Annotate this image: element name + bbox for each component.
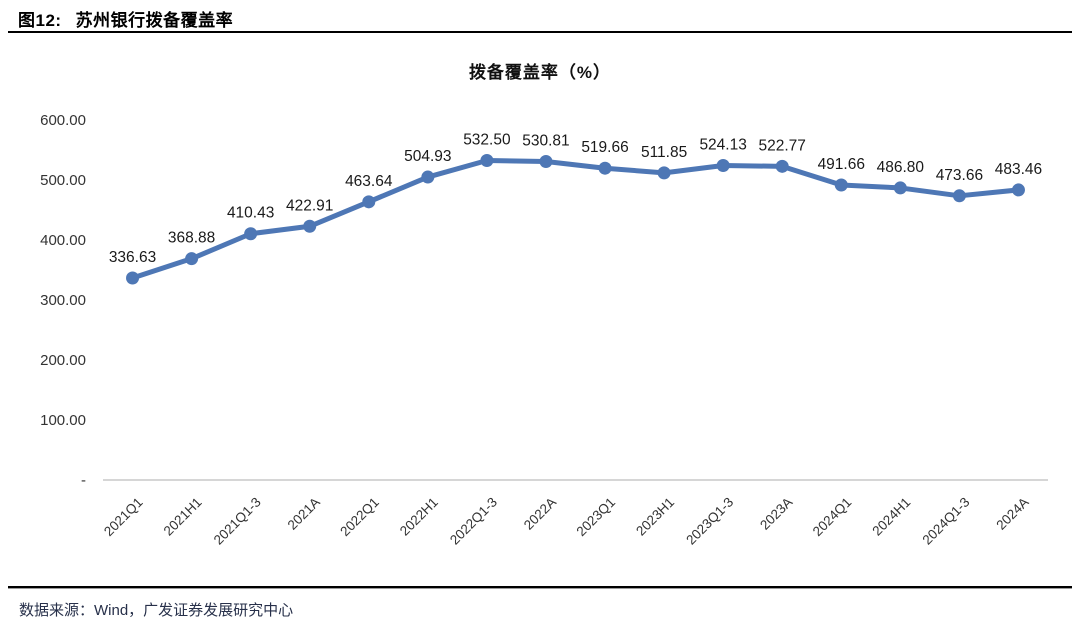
data-point-marker bbox=[598, 161, 612, 175]
x-tick-label: 2022A bbox=[521, 495, 559, 533]
data-point-label: 530.81 bbox=[522, 133, 569, 150]
x-tick-label: 2023A bbox=[757, 495, 795, 533]
data-point-label: 522.77 bbox=[759, 137, 806, 154]
data-point-marker bbox=[952, 189, 966, 203]
data-point-label: 483.46 bbox=[995, 161, 1042, 178]
data-point-label: 368.88 bbox=[168, 230, 215, 247]
y-tick-label: - bbox=[81, 472, 86, 489]
data-point-marker bbox=[362, 195, 376, 209]
data-point-marker bbox=[244, 227, 258, 241]
data-point-label: 519.66 bbox=[581, 139, 628, 156]
data-point-label: 524.13 bbox=[699, 137, 746, 154]
x-tick-label: 2022Q1-3 bbox=[447, 495, 500, 548]
data-source-note: 数据来源：Wind，广发证券发展研究中心 bbox=[19, 602, 294, 619]
x-tick-label: 2023Q1-3 bbox=[683, 495, 736, 548]
footer-divider-line bbox=[8, 586, 1072, 589]
figure-number: 图12: bbox=[18, 11, 62, 30]
data-point-label: 336.63 bbox=[109, 249, 156, 266]
data-point-marker bbox=[657, 166, 671, 180]
data-point-marker bbox=[716, 159, 730, 173]
data-point-marker bbox=[421, 170, 435, 184]
data-point-marker bbox=[185, 252, 199, 266]
data-point-marker bbox=[1011, 183, 1025, 197]
data-point-label: 532.50 bbox=[463, 132, 511, 149]
x-tick-label: 2024Q1-3 bbox=[919, 495, 972, 548]
x-tick-label: 2024A bbox=[993, 495, 1031, 533]
data-point-marker bbox=[775, 159, 789, 173]
data-point-marker bbox=[834, 178, 848, 192]
x-tick-label: 2024H1 bbox=[869, 495, 913, 539]
caption-divider-line bbox=[8, 31, 1072, 33]
data-point-marker bbox=[480, 154, 494, 167]
data-point-marker bbox=[303, 219, 317, 233]
figure-title: 苏州银行拨备覆盖率 bbox=[75, 11, 234, 30]
series-line bbox=[130, 158, 1021, 281]
figure-caption: 图12: 苏州银行拨备覆盖率 bbox=[18, 6, 233, 31]
x-tick-label: 2022H1 bbox=[397, 495, 441, 539]
y-tick-label: 600.00 bbox=[40, 112, 86, 129]
data-point-label: 473.66 bbox=[936, 167, 983, 184]
y-tick-label: 400.00 bbox=[40, 232, 86, 249]
y-tick-label: 100.00 bbox=[40, 412, 86, 429]
data-point-label: 463.64 bbox=[345, 173, 393, 190]
data-point-label: 422.91 bbox=[286, 197, 333, 214]
x-tick-label: 2021A bbox=[285, 495, 323, 533]
data-point-marker bbox=[126, 271, 140, 285]
x-tick-label: 2023Q1 bbox=[574, 495, 619, 540]
data-point-label: 504.93 bbox=[404, 148, 451, 165]
y-tick-label: 300.00 bbox=[40, 292, 86, 309]
chart-title: 拨备覆盖率（%） bbox=[468, 63, 612, 82]
x-tick-label: 2021Q1-3 bbox=[211, 495, 264, 548]
y-tick-label: 200.00 bbox=[40, 352, 86, 369]
x-tick-label: 2021H1 bbox=[161, 495, 205, 539]
data-point-label: 491.66 bbox=[818, 156, 865, 173]
data-point-label: 486.80 bbox=[877, 159, 925, 176]
data-point-marker bbox=[893, 181, 907, 195]
data-point-marker bbox=[539, 155, 553, 169]
x-tick-label: 2024Q1 bbox=[810, 495, 855, 540]
x-tick-label: 2023H1 bbox=[633, 495, 677, 539]
y-tick-label: 500.00 bbox=[40, 172, 86, 189]
x-tick-label: 2022Q1 bbox=[337, 495, 382, 540]
x-tick-label: 2021Q1 bbox=[101, 495, 146, 540]
data-point-label: 410.43 bbox=[227, 205, 274, 222]
data-point-label: 511.85 bbox=[641, 144, 687, 161]
